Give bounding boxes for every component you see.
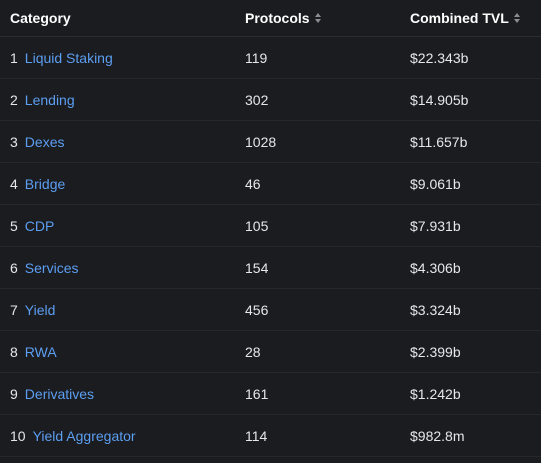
category-link[interactable]: Lending xyxy=(24,91,75,108)
category-cell: 8 RWA xyxy=(10,331,57,372)
rank-number: 5 xyxy=(10,217,18,234)
combined-tvl-value: $982.8m xyxy=(410,427,465,444)
protocols-cell: 1028 xyxy=(245,121,276,162)
tvl-cell: $22.343b xyxy=(410,37,468,78)
category-cell: 6 Services xyxy=(10,247,78,288)
category-cell: 4 Bridge xyxy=(10,163,65,204)
combined-tvl-value: $11.657b xyxy=(410,133,468,150)
column-header-combined-tvl[interactable]: Combined TVL xyxy=(410,0,520,36)
category-cell: 1 Liquid Staking xyxy=(10,37,113,78)
combined-tvl-value: $14.905b xyxy=(410,91,469,108)
protocols-count: 154 xyxy=(245,259,269,276)
table-row: 1 Liquid Staking 119 $22.343b xyxy=(0,37,541,79)
table-header: Category Protocols Combined TVL xyxy=(0,0,541,37)
rank-number: 3 xyxy=(10,133,18,150)
table-row: 10 Yield Aggregator 114 $982.8m xyxy=(0,415,541,457)
protocols-count: 46 xyxy=(245,175,261,192)
combined-tvl-value: $7.931b xyxy=(410,217,461,234)
category-link[interactable]: Derivatives xyxy=(24,385,95,402)
protocols-cell: 154 xyxy=(245,247,268,288)
protocols-count: 28 xyxy=(245,343,261,360)
protocols-cell: 114 xyxy=(245,415,267,456)
combined-tvl-value: $3.324b xyxy=(410,301,461,318)
category-cell: 2 Lending xyxy=(10,79,75,120)
tvl-cell: $982.8m xyxy=(410,415,464,456)
sort-icon[interactable] xyxy=(513,13,520,23)
rank-number: 9 xyxy=(10,385,18,402)
table-row: 3 Dexes 1028 $11.657b xyxy=(0,121,541,163)
column-header-tvl-label: Combined TVL xyxy=(410,10,509,26)
rank-number: 2 xyxy=(10,91,18,108)
column-header-category-label: Category xyxy=(10,10,71,26)
category-link[interactable]: Services xyxy=(24,259,79,276)
combined-tvl-value: $22.343b xyxy=(410,49,469,66)
column-header-category: Category xyxy=(10,0,71,36)
protocols-count: 161 xyxy=(245,385,269,402)
tvl-cell: $9.061b xyxy=(410,163,461,204)
protocols-count: 105 xyxy=(245,217,269,234)
rank-number: 10 xyxy=(10,427,26,444)
protocols-cell: 28 xyxy=(245,331,261,372)
combined-tvl-value: $2.399b xyxy=(410,343,461,360)
category-link[interactable]: Yield Aggregator xyxy=(32,427,136,444)
protocols-cell: 46 xyxy=(245,163,261,204)
tvl-cell: $3.324b xyxy=(410,289,461,330)
rank-number: 4 xyxy=(10,175,18,192)
rank-number: 8 xyxy=(10,343,18,360)
category-link[interactable]: RWA xyxy=(24,343,57,360)
column-header-protocols[interactable]: Protocols xyxy=(245,0,321,36)
table-row: 4 Bridge 46 $9.061b xyxy=(0,163,541,205)
category-cell: 10 Yield Aggregator xyxy=(10,415,136,456)
rank-number: 7 xyxy=(10,301,18,318)
category-cell: 5 CDP xyxy=(10,205,54,246)
tvl-cell: $7.931b xyxy=(410,205,461,246)
table-row: 7 Yield 456 $3.324b xyxy=(0,289,541,331)
combined-tvl-value: $1.242b xyxy=(410,385,461,402)
category-link[interactable]: Yield xyxy=(24,301,56,318)
rank-number: 6 xyxy=(10,259,18,276)
category-link[interactable]: Dexes xyxy=(24,133,65,150)
category-link[interactable]: CDP xyxy=(24,217,55,234)
protocols-cell: 105 xyxy=(245,205,268,246)
tvl-cell: $4.306b xyxy=(410,247,461,288)
sort-icon[interactable] xyxy=(314,13,321,23)
table-row: 2 Lending 302 $14.905b xyxy=(0,79,541,121)
protocols-count: 456 xyxy=(245,301,269,318)
tvl-cell: $11.657b xyxy=(410,121,467,162)
combined-tvl-value: $4.306b xyxy=(410,259,461,276)
protocols-count: 114 xyxy=(245,427,268,444)
category-cell: 3 Dexes xyxy=(10,121,64,162)
rank-number: 1 xyxy=(10,49,18,66)
combined-tvl-value: $9.061b xyxy=(410,175,461,192)
protocols-cell: 456 xyxy=(245,289,268,330)
tvl-cell: $14.905b xyxy=(410,79,468,120)
table-body: 1 Liquid Staking 119 $22.343b 2 Lending … xyxy=(0,37,541,457)
protocols-cell: 302 xyxy=(245,79,268,120)
column-header-protocols-label: Protocols xyxy=(245,10,310,26)
protocols-count: 302 xyxy=(245,91,269,108)
category-cell: 9 Derivatives xyxy=(10,373,94,414)
table-row: 5 CDP 105 $7.931b xyxy=(0,205,541,247)
category-link[interactable]: Bridge xyxy=(24,175,66,192)
tvl-cell: $1.242b xyxy=(410,373,461,414)
protocols-count: 1028 xyxy=(245,133,277,150)
protocols-cell: 161 xyxy=(245,373,268,414)
table-row: 6 Services 154 $4.306b xyxy=(0,247,541,289)
table-row: 8 RWA 28 $2.399b xyxy=(0,331,541,373)
protocols-cell: 119 xyxy=(245,37,267,78)
category-link[interactable]: Liquid Staking xyxy=(24,49,113,66)
category-cell: 7 Yield xyxy=(10,289,55,330)
tvl-cell: $2.399b xyxy=(410,331,461,372)
protocols-count: 119 xyxy=(245,49,268,66)
table-row: 9 Derivatives 161 $1.242b xyxy=(0,373,541,415)
